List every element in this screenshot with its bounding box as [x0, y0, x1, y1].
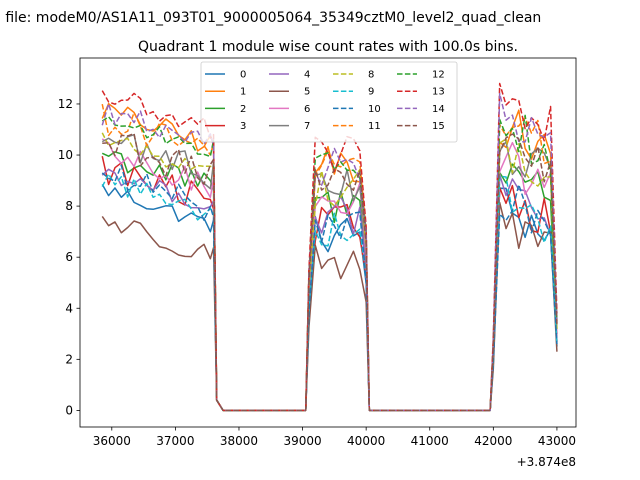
legend-label-1: 1	[240, 87, 246, 98]
x-tick-label: 43000	[538, 434, 576, 448]
x-offset-label: +3.874e8	[517, 455, 576, 469]
figure-suptitle: n file: modeM0/AS1A11_093T01_9000005064_…	[0, 10, 541, 26]
x-tick-label: 40000	[347, 434, 385, 448]
plot-area	[101, 82, 558, 412]
x-tick-label: 42000	[474, 434, 512, 448]
y-tick-label: 12	[58, 97, 73, 111]
legend-label-15: 15	[432, 121, 445, 132]
legend-label-9: 9	[368, 87, 374, 98]
legend-label-6: 6	[304, 104, 310, 115]
legend-label-0: 0	[240, 70, 246, 81]
legend-label-14: 14	[432, 104, 445, 115]
series-lines	[101, 82, 558, 412]
legend-box	[200, 61, 458, 143]
y-tick-label: 0	[65, 403, 73, 417]
legend-label-13: 13	[432, 87, 445, 98]
y-tick-label: 8	[65, 199, 73, 213]
legend-label-8: 8	[368, 70, 374, 81]
legend-label-7: 7	[304, 121, 310, 132]
legend-label-2: 2	[240, 104, 246, 115]
y-tick-label: 10	[58, 148, 73, 162]
legend-label-10: 10	[368, 104, 381, 115]
legend-label-12: 12	[432, 70, 445, 81]
axes-frame	[79, 57, 577, 428]
legend-label-5: 5	[304, 87, 310, 98]
chart-title: Quadrant 1 module wise count rates with …	[138, 39, 518, 55]
legend-label-4: 4	[304, 70, 310, 81]
x-tick-label: 37000	[156, 434, 194, 448]
x-tick-label: 36000	[93, 434, 131, 448]
series-line-10	[101, 164, 558, 412]
y-tick-label: 6	[65, 250, 73, 264]
legend-label-11: 11	[368, 121, 381, 132]
series-line-9	[101, 173, 558, 412]
y-tick-label: 2	[65, 352, 73, 366]
legend-label-3: 3	[240, 121, 246, 132]
y-tick-label: 4	[65, 301, 73, 315]
x-tick-label: 38000	[220, 434, 258, 448]
series-line-15	[102, 132, 558, 412]
axes: 36000 37000 38000 39000 40000 41000 42000 43000…	[58, 57, 577, 448]
x-tick-label: 41000	[411, 434, 449, 448]
x-tick-label: 39000	[283, 434, 321, 448]
